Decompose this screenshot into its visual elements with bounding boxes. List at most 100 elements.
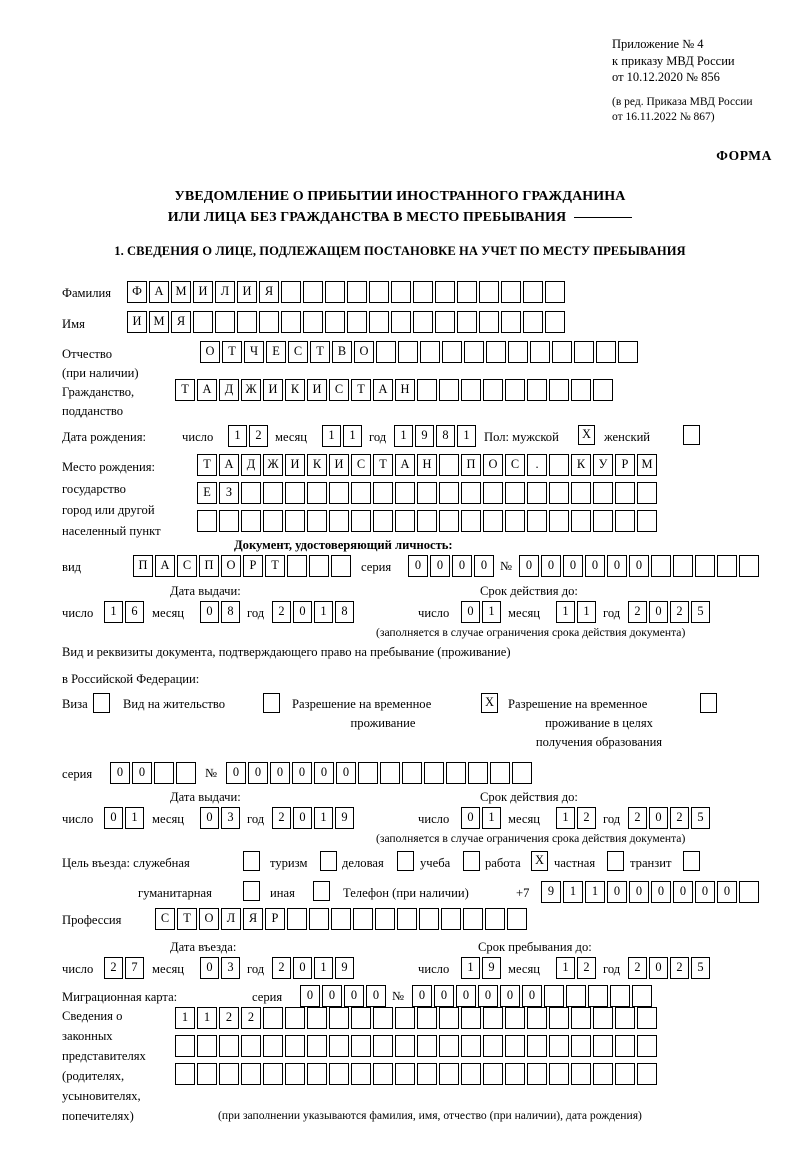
char-box[interactable] [373, 482, 393, 504]
char-box[interactable]: Ж [241, 379, 261, 401]
char-box[interactable]: 0 [412, 985, 432, 1007]
char-box[interactable]: 0 [461, 807, 480, 829]
char-box[interactable]: 0 [300, 985, 320, 1007]
legal-rep-row-3-boxes[interactable] [175, 1063, 657, 1085]
char-box[interactable]: В [332, 341, 352, 363]
char-box[interactable] [615, 1035, 635, 1057]
char-box[interactable]: 9 [335, 957, 354, 979]
char-box[interactable] [285, 482, 305, 504]
char-box[interactable]: К [307, 454, 327, 476]
char-box[interactable]: П [133, 555, 153, 577]
char-box[interactable]: 1 [314, 601, 333, 623]
char-box[interactable]: 1 [556, 601, 575, 623]
purpose-transit-checkbox[interactable] [683, 851, 700, 871]
char-box[interactable] [593, 482, 613, 504]
char-box[interactable] [329, 482, 349, 504]
char-box[interactable] [596, 341, 616, 363]
char-box[interactable] [463, 908, 483, 930]
char-box[interactable]: Л [215, 281, 235, 303]
char-box[interactable] [197, 1063, 217, 1085]
char-box[interactable]: Я [171, 311, 191, 333]
char-box[interactable] [615, 1007, 635, 1029]
char-box[interactable] [219, 1035, 239, 1057]
char-box[interactable] [441, 908, 461, 930]
char-box[interactable]: Т [373, 454, 393, 476]
char-box[interactable]: С [288, 341, 308, 363]
char-box[interactable] [527, 1007, 547, 1029]
char-box[interactable] [523, 311, 543, 333]
char-box[interactable]: 1 [314, 957, 333, 979]
char-box[interactable] [461, 1035, 481, 1057]
char-box[interactable] [329, 1063, 349, 1085]
char-box[interactable]: О [200, 341, 220, 363]
char-box[interactable]: 0 [434, 985, 454, 1007]
char-box[interactable] [544, 985, 564, 1007]
char-box[interactable]: Д [219, 379, 239, 401]
char-box[interactable]: 0 [248, 762, 268, 784]
char-box[interactable] [307, 482, 327, 504]
char-box[interactable] [303, 311, 323, 333]
char-box[interactable]: К [285, 379, 305, 401]
char-box[interactable] [615, 482, 635, 504]
char-box[interactable] [175, 1035, 195, 1057]
char-box[interactable] [527, 379, 547, 401]
char-box[interactable]: А [373, 379, 393, 401]
char-box[interactable]: 1 [175, 1007, 195, 1029]
char-box[interactable] [439, 1007, 459, 1029]
char-box[interactable]: 0 [132, 762, 152, 784]
char-box[interactable] [485, 908, 505, 930]
char-box[interactable] [505, 1063, 525, 1085]
char-box[interactable]: 0 [629, 881, 649, 903]
char-box[interactable]: 2 [628, 807, 647, 829]
char-box[interactable]: 0 [695, 881, 715, 903]
char-box[interactable] [395, 1007, 415, 1029]
char-box[interactable]: Н [417, 454, 437, 476]
char-box[interactable] [549, 454, 569, 476]
char-box[interactable]: И [263, 379, 283, 401]
char-box[interactable]: 0 [293, 807, 312, 829]
char-box[interactable] [263, 482, 283, 504]
char-box[interactable] [505, 1035, 525, 1057]
char-box[interactable] [219, 1063, 239, 1085]
char-box[interactable]: А [197, 379, 217, 401]
char-box[interactable]: З [219, 482, 239, 504]
char-box[interactable]: Т [351, 379, 371, 401]
char-box[interactable]: 1 [457, 425, 476, 447]
char-box[interactable]: 0 [522, 985, 542, 1007]
char-box[interactable] [241, 510, 261, 532]
char-box[interactable]: 2 [104, 957, 123, 979]
char-box[interactable] [351, 510, 371, 532]
char-box[interactable] [241, 482, 261, 504]
char-box[interactable]: Н [395, 379, 415, 401]
char-box[interactable]: М [637, 454, 657, 476]
char-box[interactable] [417, 1063, 437, 1085]
char-box[interactable] [439, 1063, 459, 1085]
char-box[interactable]: 0 [226, 762, 246, 784]
char-box[interactable]: 0 [651, 881, 671, 903]
char-box[interactable]: Е [266, 341, 286, 363]
char-box[interactable]: 9 [541, 881, 561, 903]
char-box[interactable]: 0 [292, 762, 312, 784]
char-box[interactable] [395, 1063, 415, 1085]
char-box[interactable] [442, 341, 462, 363]
char-box[interactable]: П [461, 454, 481, 476]
char-box[interactable] [457, 311, 477, 333]
char-box[interactable] [420, 341, 440, 363]
char-box[interactable]: Т [175, 379, 195, 401]
char-box[interactable]: 1 [482, 807, 501, 829]
purpose-other-checkbox[interactable] [313, 881, 330, 901]
char-box[interactable] [468, 762, 488, 784]
char-box[interactable] [615, 510, 635, 532]
char-box[interactable]: 0 [430, 555, 450, 577]
char-box[interactable] [435, 311, 455, 333]
char-box[interactable]: Ч [244, 341, 264, 363]
